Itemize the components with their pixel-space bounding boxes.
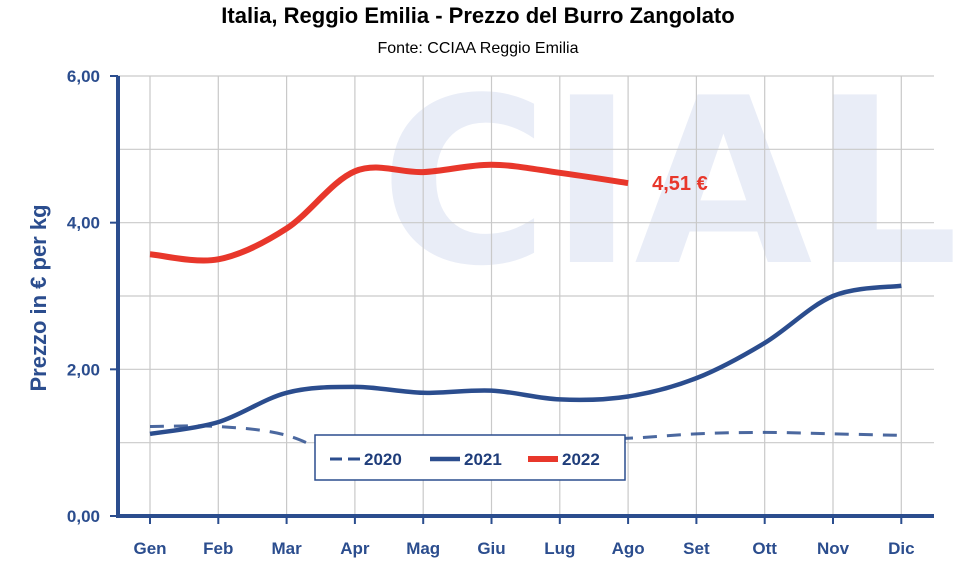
last-value-annotation: 4,51 € — [652, 173, 708, 195]
chart-subtitle: Fonte: CCIAA Reggio Emilia — [377, 40, 579, 57]
axes — [110, 75, 934, 524]
x-tick-label: Feb — [203, 539, 233, 558]
y-axis-label: Prezzo in € per kg — [26, 204, 51, 391]
x-tick-label: Ago — [612, 539, 645, 558]
x-tick-label: Giu — [477, 539, 505, 558]
x-tick-label: Set — [683, 539, 710, 558]
legend: 2020 2021 2022 — [314, 434, 626, 481]
legend-box — [314, 434, 626, 481]
legend-label-2020: 2020 — [364, 450, 402, 469]
x-tick-label: Dic — [888, 539, 914, 558]
x-tick-label: Lug — [544, 539, 575, 558]
x-tick-labels: Gen Feb Mar Apr Mag Giu Lug Ago Set Ott Nov Dic — [133, 539, 914, 558]
chart-title: Italia, Reggio Emilia - Prezzo del Burro… — [221, 3, 735, 28]
x-tick-label: Nov — [817, 539, 850, 558]
y-tick-labels: 0,00 2,00 4,00 6,00 — [67, 67, 100, 526]
watermark-logo: CIAL — [380, 50, 956, 317]
x-tick-label: Mag — [406, 539, 440, 558]
y-tick-label: 0,00 — [67, 507, 100, 526]
y-tick-label: 6,00 — [67, 67, 100, 86]
x-tick-label: Mar — [271, 539, 302, 558]
series-line-2021 — [149, 283, 902, 437]
x-tick-label: Ott — [752, 539, 777, 558]
x-tick-label: Apr — [340, 539, 370, 558]
series-line-2022 — [149, 161, 629, 264]
legend-label-2021: 2021 — [464, 450, 502, 469]
x-tick-label: Gen — [133, 539, 166, 558]
y-tick-label: 4,00 — [67, 214, 100, 233]
y-tick-label: 2,00 — [67, 360, 100, 379]
legend-label-2022: 2022 — [562, 450, 600, 469]
